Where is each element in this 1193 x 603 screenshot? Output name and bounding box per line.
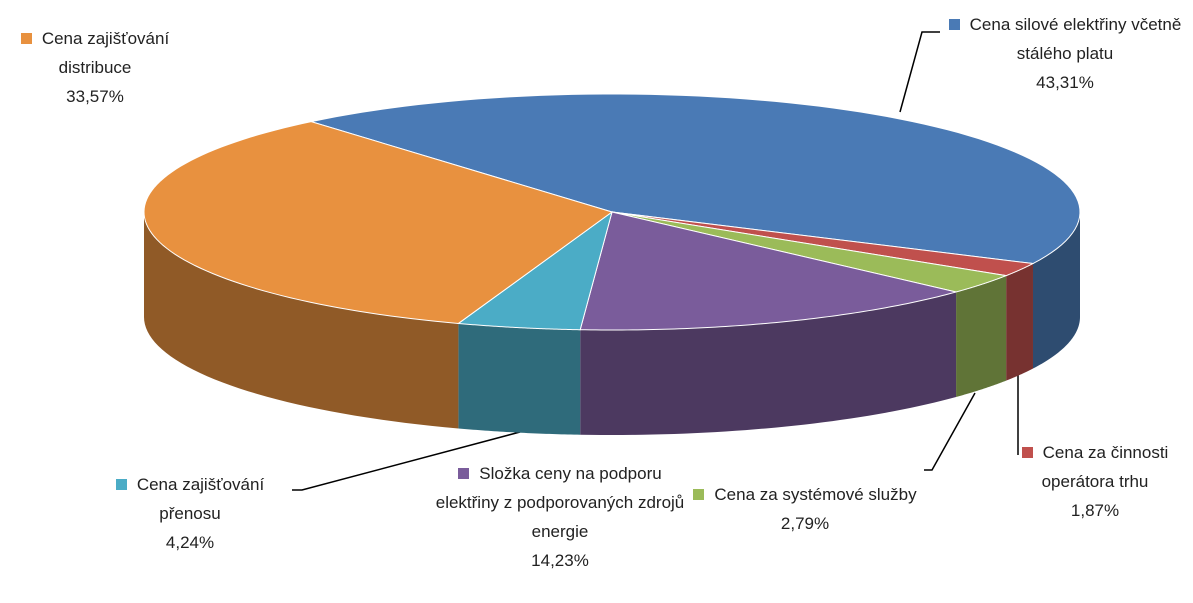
slice-label: Cena za činnosti operátora trhu 1,87% (1000, 438, 1190, 525)
slice-label: Složka ceny na podporu elektřiny z podpo… (425, 459, 695, 575)
legend-swatch (1021, 447, 1033, 458)
pie-slice (311, 93, 1081, 265)
slice-label: Cena zajišťování přenosu 4,24% (90, 470, 290, 557)
slice-label: Cena zajišťování distribuce 33,57% (5, 24, 185, 111)
leader-line (924, 392, 976, 471)
leader-line (899, 31, 940, 113)
legend-swatch (20, 33, 32, 44)
pie-slice (611, 211, 1035, 277)
legend-swatch (693, 489, 705, 500)
slice-value: 4,24% (165, 533, 215, 552)
slice-value: 1,87% (1070, 501, 1120, 520)
slice-value: 43,31% (1036, 73, 1094, 92)
pie-slice (611, 211, 1009, 293)
pie-slice-side (1032, 212, 1080, 369)
slice-name: Cena zajišťování přenosu (136, 475, 265, 523)
slice-label: Cena za systémové služby 2,79% (690, 480, 920, 538)
pie-slice-side (580, 291, 957, 435)
pie-slice (143, 121, 614, 324)
slice-name: Složka ceny na podporu elektřiny z podpo… (435, 464, 685, 541)
slice-value: 14,23% (531, 551, 589, 570)
slice-value: 33,57% (66, 87, 124, 106)
leader-line (292, 431, 521, 491)
slice-label: Cena silové elektřiny včetně stálého pla… (940, 10, 1190, 97)
slice-name: Cena za systémové služby (714, 485, 917, 504)
pie-slice-side (144, 212, 459, 429)
slice-name: Cena za činnosti operátora trhu (1041, 443, 1169, 491)
legend-swatch (948, 19, 960, 30)
slice-name: Cena silové elektřiny včetně stálého pla… (969, 15, 1182, 63)
slice-name: Cena zajišťování distribuce (41, 29, 170, 77)
pie-slice-side (1006, 263, 1033, 381)
slice-value: 2,79% (780, 514, 830, 533)
pie-slice (579, 211, 957, 331)
pie-slice-side (956, 275, 1007, 397)
pie-slice (457, 210, 613, 331)
pie (143, 93, 1081, 435)
legend-swatch (115, 479, 127, 490)
pie-slice-side (458, 323, 581, 435)
legend-swatch (458, 468, 470, 479)
